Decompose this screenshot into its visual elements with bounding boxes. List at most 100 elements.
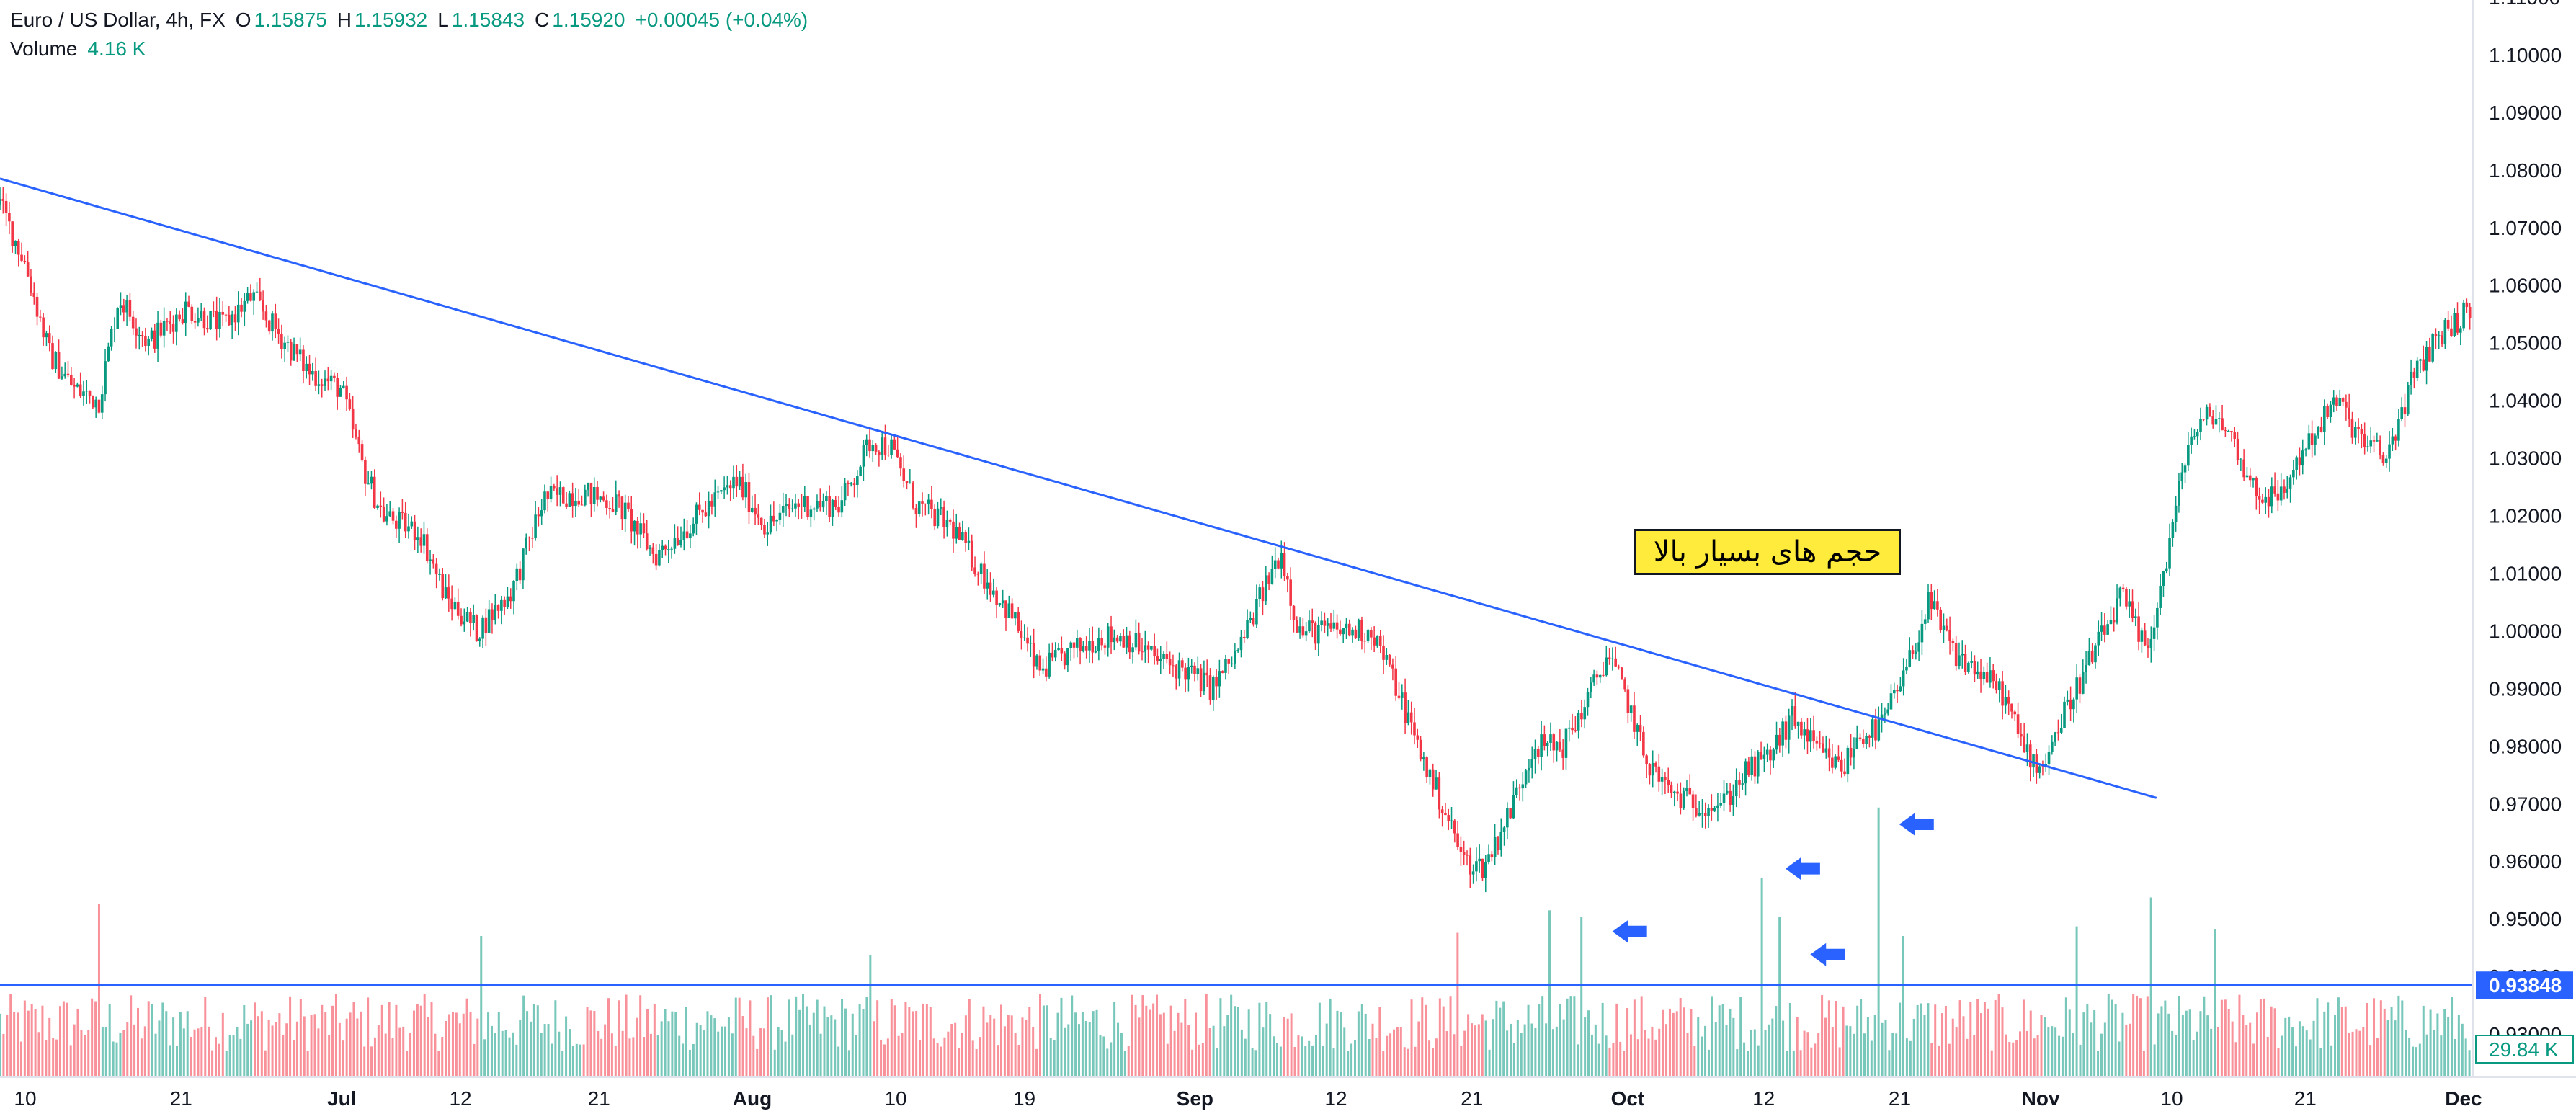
volume-bar <box>837 1046 840 1077</box>
volume-bar <box>1145 1005 1148 1077</box>
volume-bar <box>2082 1012 2085 1077</box>
volume-bar <box>136 1007 139 1077</box>
volume-bar <box>1845 1025 1848 1077</box>
candle-body <box>534 514 537 538</box>
candle-body <box>927 499 930 504</box>
candle-body <box>917 501 921 514</box>
volume-bar <box>2436 1013 2439 1077</box>
volume-bar <box>1495 1000 1498 1077</box>
candle-body <box>759 517 763 525</box>
price-tick: 1.05000 <box>2489 332 2562 355</box>
candle-body <box>1475 861 1478 872</box>
candle-body <box>395 520 398 529</box>
volume-bar <box>151 1004 153 1077</box>
candle-body <box>1131 647 1134 653</box>
volume-bar <box>713 1018 716 1077</box>
volume-bar <box>2005 1034 2007 1077</box>
volume-bar <box>306 1051 309 1077</box>
volume-bar <box>1636 1039 1639 1077</box>
volume-bar <box>76 1009 79 1077</box>
volume-bar <box>1134 1004 1137 1077</box>
candle-body <box>1370 630 1373 638</box>
volume-bar <box>2008 1042 2011 1077</box>
volume-bar <box>522 995 525 1077</box>
candle-body <box>1060 648 1064 654</box>
volume-bar <box>710 1015 713 1077</box>
volume-bar <box>1435 1038 1438 1077</box>
candle-body <box>992 590 995 595</box>
candle-body <box>32 292 36 297</box>
volume-bar <box>377 1025 380 1077</box>
drawings[interactable] <box>0 177 2473 986</box>
candle-body <box>1815 741 1819 744</box>
candle-body <box>828 496 831 517</box>
volume-bar <box>2351 1031 2354 1077</box>
volume-bar <box>73 1024 76 1077</box>
candle-body <box>2081 672 2085 694</box>
candle-body <box>1515 787 1518 795</box>
volume-bar <box>738 997 741 1077</box>
candle-body <box>444 587 447 599</box>
candle-body <box>825 496 828 501</box>
candle-body <box>2292 469 2295 478</box>
candle-body <box>1317 625 1320 644</box>
candle-body <box>2350 419 2354 438</box>
candle-body <box>1951 641 1955 643</box>
candle-body <box>2252 478 2255 481</box>
candle-body <box>295 344 299 355</box>
volume-bar <box>2132 994 2135 1077</box>
candle-body <box>2118 587 2122 599</box>
volume-bar <box>1502 1001 1505 1077</box>
candle-body <box>1 198 5 201</box>
volume-bar <box>179 1011 182 1077</box>
candle-body <box>8 213 11 222</box>
annotation-label[interactable]: حجم های بسیار بالا <box>1634 529 1901 575</box>
symbol-title[interactable]: Euro / US Dollar, 4h, FX <box>10 9 226 31</box>
volume-bar <box>1958 1000 1961 1077</box>
candle-body <box>1729 790 1732 806</box>
volume-bar <box>816 999 819 1077</box>
volume-bar <box>409 1033 412 1077</box>
volume-bar <box>830 1015 833 1077</box>
candle-body <box>441 574 445 599</box>
candle-body <box>1345 623 1348 628</box>
volume-bar <box>2281 1035 2283 1077</box>
volume-label[interactable]: Volume <box>10 37 78 60</box>
candle-body <box>1571 727 1574 731</box>
volume-bar <box>17 1012 19 1077</box>
volume-bar <box>1920 1003 1922 1077</box>
volume-bar <box>929 1007 932 1077</box>
volume-bar <box>1099 1035 1102 1077</box>
candle-body <box>2406 385 2410 415</box>
time-tick: Aug <box>733 1087 772 1110</box>
candle-body <box>2165 568 2168 571</box>
volume-bar <box>1612 1043 1615 1077</box>
candle-body <box>355 429 357 437</box>
candle-body <box>1004 600 1007 618</box>
candle-body <box>2410 371 2412 385</box>
volume-bar <box>999 1004 1002 1077</box>
volume-bar <box>271 1025 274 1077</box>
candle-body <box>618 494 620 497</box>
candle-body <box>651 547 655 554</box>
volume-bar <box>1799 1050 1802 1077</box>
candle-body <box>1911 650 1915 654</box>
candle-body <box>546 491 550 499</box>
candle-body <box>1469 855 1472 875</box>
candle-body <box>2270 486 2273 507</box>
candle-body <box>484 617 488 633</box>
volume-bar <box>331 1005 334 1077</box>
price-axis[interactable]: 1.110001.100001.090001.080001.070001.060… <box>2472 0 2574 1077</box>
candle-body <box>649 547 651 549</box>
candle-body <box>2214 419 2218 425</box>
volume-bar <box>395 1004 398 1077</box>
volume-bar <box>2181 1015 2184 1077</box>
volume-bar <box>1551 1029 1554 1077</box>
time-axis[interactable]: 10 21 Jul 12 21 Aug 10 19 Sep 12 21 Oct 12 21 Nov 10 21 D… <box>0 1076 2576 1110</box>
volume-bar <box>2418 1043 2421 1077</box>
volume-bar <box>682 1043 685 1077</box>
volume-bar <box>2118 1041 2121 1077</box>
candle-body <box>2072 699 2075 710</box>
volume-bar <box>1378 1007 1381 1077</box>
